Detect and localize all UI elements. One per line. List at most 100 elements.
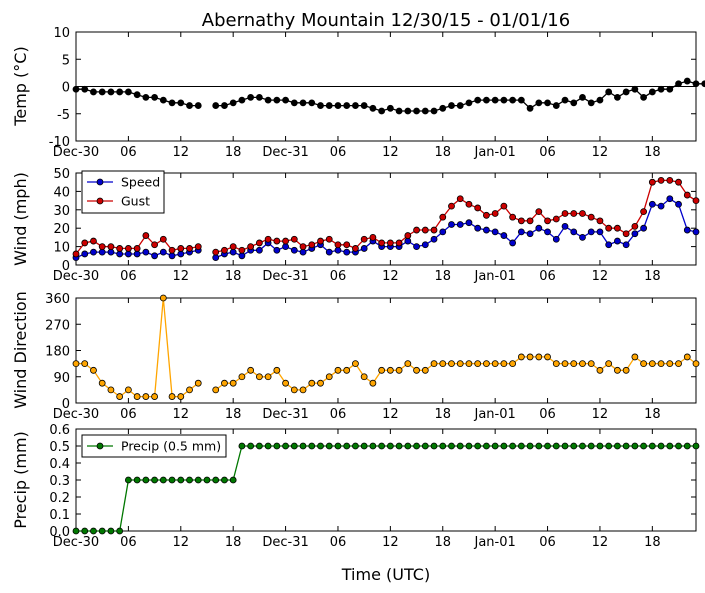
data-point-gust bbox=[535, 208, 543, 216]
data-point-gust bbox=[439, 213, 447, 221]
data-point-speed bbox=[692, 228, 700, 236]
data-point-direction bbox=[509, 360, 517, 368]
data-point-direction bbox=[483, 360, 490, 368]
data-point-precip bbox=[72, 527, 80, 535]
data-point-direction bbox=[352, 360, 359, 368]
data-point-temp bbox=[570, 99, 578, 107]
data-point-speed bbox=[81, 250, 89, 258]
data-point-gust bbox=[491, 210, 499, 217]
data-point-speed bbox=[517, 228, 525, 236]
data-point-precip bbox=[159, 476, 167, 484]
data-point-precip bbox=[290, 442, 298, 450]
panel-frame bbox=[75, 172, 697, 266]
data-point-temp bbox=[386, 104, 394, 112]
y-tick-label: 0.1 bbox=[49, 508, 70, 523]
data-point-speed bbox=[282, 243, 289, 251]
x-tick-label: Dec-31 bbox=[262, 407, 308, 422]
data-point-direction bbox=[273, 366, 281, 374]
data-point-direction bbox=[159, 294, 167, 302]
data-point-direction bbox=[683, 353, 691, 361]
data-point-precip bbox=[255, 442, 263, 450]
data-point-speed bbox=[404, 237, 412, 245]
y-tick-label: 10 bbox=[53, 26, 70, 41]
x-tick-label: 18 bbox=[644, 535, 661, 550]
y-tick-label: 0.4 bbox=[49, 457, 70, 472]
data-point-precip bbox=[90, 527, 97, 535]
data-point-temp bbox=[290, 99, 298, 107]
data-point-temp bbox=[360, 102, 368, 109]
data-point-speed bbox=[587, 228, 595, 236]
x-tick-label: Dec-31 bbox=[262, 535, 308, 550]
data-point-direction bbox=[517, 353, 525, 361]
data-point-gust bbox=[238, 246, 246, 254]
data-point-direction bbox=[622, 366, 630, 374]
data-point-precip bbox=[683, 442, 691, 450]
data-point-speed bbox=[648, 200, 656, 208]
data-point-direction bbox=[360, 373, 368, 381]
data-point-gust bbox=[334, 241, 342, 249]
data-point-direction bbox=[413, 366, 420, 374]
y-tick-label: 0.3 bbox=[49, 474, 70, 489]
data-point-gust bbox=[325, 235, 333, 243]
data-point-speed bbox=[622, 241, 630, 249]
x-tick-label: 18 bbox=[434, 145, 451, 160]
data-point-temp bbox=[657, 85, 665, 93]
x-tick-label: Dec-31 bbox=[262, 269, 308, 284]
data-point-precip bbox=[168, 476, 176, 484]
x-tick-label: 12 bbox=[173, 535, 190, 550]
data-point-speed bbox=[456, 221, 464, 228]
data-point-temp bbox=[264, 96, 272, 104]
data-point-precip bbox=[395, 442, 403, 450]
data-point-direction bbox=[596, 366, 604, 374]
data-point-precip bbox=[334, 442, 342, 450]
data-point-speed bbox=[133, 250, 141, 258]
y-tick-label: 30 bbox=[53, 204, 70, 219]
data-point-speed bbox=[98, 248, 106, 256]
panel-2: 0 90 180 270 360 Dec-30 06 12 18 Dec-31 06 12 18 Jan-… bbox=[11, 291, 700, 422]
data-point-precip bbox=[666, 442, 674, 450]
x-tick-label: 06 bbox=[539, 407, 556, 422]
data-point-direction bbox=[264, 373, 272, 381]
data-point-direction bbox=[692, 360, 700, 368]
legend-box bbox=[81, 434, 227, 458]
data-point-temp bbox=[369, 104, 377, 112]
data-point-temp bbox=[535, 99, 543, 107]
data-point-temp bbox=[579, 94, 586, 101]
data-point-direction bbox=[308, 379, 316, 387]
data-point-temp bbox=[666, 85, 674, 93]
data-point-speed bbox=[474, 224, 482, 232]
data-point-direction bbox=[552, 360, 560, 368]
data-point-direction bbox=[465, 360, 473, 368]
data-point-temp bbox=[107, 88, 115, 96]
data-point-temp bbox=[212, 102, 220, 109]
data-point-direction bbox=[229, 379, 237, 387]
data-point-gust bbox=[159, 235, 167, 243]
data-point-temp bbox=[317, 102, 324, 109]
data-point-gust bbox=[194, 243, 202, 251]
data-point-precip bbox=[194, 476, 202, 484]
data-point-direction bbox=[474, 360, 482, 368]
data-point-gust bbox=[229, 243, 237, 251]
data-point-precip bbox=[317, 442, 324, 450]
data-point-direction bbox=[72, 360, 80, 368]
data-point-precip bbox=[605, 442, 613, 450]
x-tick-label: Dec-30 bbox=[53, 535, 99, 550]
legend-label: Gust bbox=[121, 194, 150, 209]
y-tick-label: 270 bbox=[45, 318, 70, 333]
data-point-gust bbox=[579, 210, 586, 217]
y-axis-label: Precip (mm) bbox=[11, 431, 30, 529]
y-tick-label: 0 bbox=[62, 81, 70, 96]
data-point-speed bbox=[500, 232, 508, 239]
data-point-direction bbox=[334, 366, 342, 374]
data-point-precip bbox=[203, 476, 211, 484]
data-point-precip bbox=[474, 442, 482, 450]
x-tick-label: Jan-01 bbox=[474, 145, 516, 160]
data-point-direction bbox=[448, 360, 455, 368]
legend-marker bbox=[96, 178, 104, 186]
data-point-gust bbox=[596, 217, 604, 225]
data-point-gust bbox=[386, 239, 394, 247]
data-point-temp bbox=[465, 99, 473, 107]
data-point-speed bbox=[552, 235, 560, 243]
data-point-temp bbox=[247, 94, 255, 101]
data-point-temp bbox=[395, 107, 403, 115]
